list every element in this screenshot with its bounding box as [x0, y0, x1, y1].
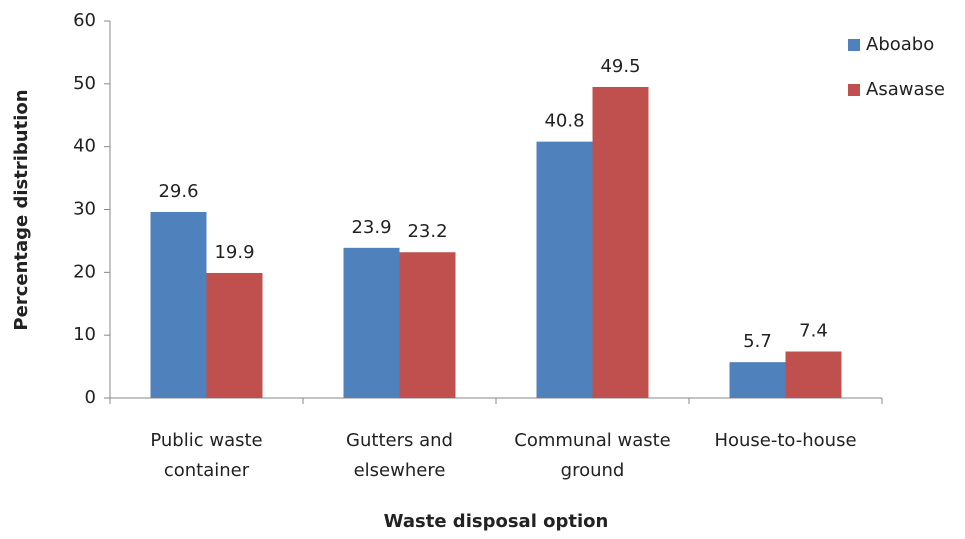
legend-swatch — [848, 39, 860, 51]
y-tick-label: 0 — [85, 387, 96, 408]
y-tick-label: 20 — [73, 261, 96, 282]
legend-swatch — [848, 84, 860, 96]
data-label: 19.9 — [214, 242, 254, 263]
y-tick-label: 30 — [73, 199, 96, 220]
data-label: 40.8 — [544, 111, 584, 132]
y-tick-label: 10 — [73, 324, 96, 345]
bar — [150, 212, 207, 398]
bar — [343, 247, 400, 398]
bar — [536, 141, 593, 398]
y-tick-label: 60 — [73, 10, 96, 31]
legend-label: Asawase — [866, 79, 945, 100]
data-label: 29.6 — [158, 181, 198, 202]
data-label: 5.7 — [743, 331, 772, 352]
x-axis-title: Waste disposal option — [384, 511, 609, 532]
data-label: 7.4 — [799, 321, 828, 342]
x-tick-label: Public waste container — [150, 430, 262, 481]
legend-label: Aboabo — [866, 34, 934, 55]
bar — [206, 272, 263, 398]
data-label: 49.5 — [600, 56, 640, 77]
bar — [785, 351, 842, 398]
x-tick-label: Gutters and elsewhere — [346, 430, 453, 481]
y-axis-title: Percentage distribution — [11, 89, 32, 330]
x-tick-label: House-to-house — [714, 430, 856, 451]
x-tick-label: Communal waste ground — [514, 430, 670, 481]
data-label: 23.2 — [407, 221, 447, 242]
y-tick-label: 50 — [73, 73, 96, 94]
bar — [592, 86, 649, 398]
y-tick-label: 40 — [73, 136, 96, 157]
bar — [399, 252, 456, 398]
bar — [729, 362, 786, 398]
data-label: 23.9 — [351, 217, 391, 238]
